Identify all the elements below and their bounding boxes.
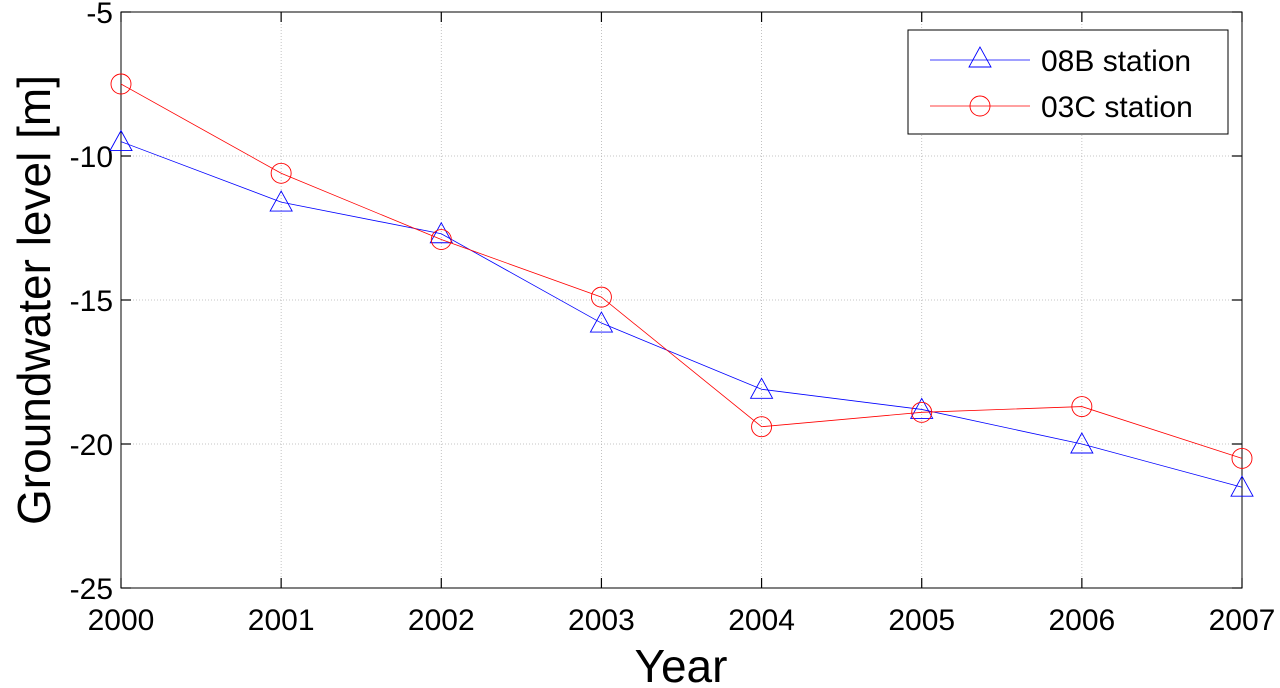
data-point-03c	[590, 286, 612, 308]
series-layer	[109, 73, 1254, 497]
data-point-08b	[909, 397, 934, 419]
legend: 08B station 03C station	[907, 29, 1229, 135]
x-axis-title: Year	[635, 640, 728, 688]
data-point-08b	[1070, 432, 1094, 454]
data-point-08b	[429, 221, 454, 244]
data-point-03c	[1231, 447, 1253, 469]
series-line-03c	[120, 83, 1243, 459]
legend-marker-triangle	[968, 46, 992, 68]
y-tick-label: -10	[70, 141, 113, 174]
series-line-08b	[120, 141, 1243, 488]
data-point-03c	[911, 401, 933, 423]
x-tick-label: 2001	[248, 604, 315, 637]
data-point-03c	[110, 73, 132, 95]
x-tick-label: 2002	[408, 604, 475, 637]
y-tick-label: -25	[70, 573, 113, 606]
series-08b	[109, 129, 1254, 497]
data-point-03c	[1071, 396, 1093, 418]
tick-marks	[120, 11, 1243, 589]
legend-item-03c: 03C station	[930, 91, 1193, 124]
data-point-08b	[109, 129, 133, 152]
data-point-03c	[751, 416, 773, 438]
series-03c	[110, 73, 1253, 469]
x-tick-label: 2003	[568, 604, 635, 637]
x-tick-label: 2005	[888, 604, 955, 637]
x-tick-label: 2000	[88, 604, 155, 637]
data-point-08b	[269, 190, 293, 212]
x-tick-label: 2006	[1048, 604, 1115, 637]
y-tick-label: -15	[70, 285, 113, 318]
data-point-03c	[430, 229, 452, 250]
legend-label-03c: 03C station	[1041, 91, 1193, 124]
x-tick-labels: 2000 2001 2002 2003 2004 2005 2006 2007	[88, 604, 1276, 637]
data-point-03c	[270, 162, 292, 184]
data-point-08b	[749, 377, 774, 399]
y-tick-label: -5	[86, 0, 113, 30]
x-tick-label: 2004	[728, 604, 795, 637]
legend-label-08b: 08B station	[1041, 45, 1191, 78]
data-point-08b	[1230, 475, 1254, 497]
x-tick-label: 2007	[1209, 604, 1276, 637]
data-point-08b	[589, 311, 614, 333]
legend-marker-circle	[969, 95, 991, 117]
y-tick-label: -20	[70, 429, 113, 462]
y-axis-title: Groundwater level [m]	[8, 75, 60, 525]
legend-item-08b: 08B station	[930, 45, 1191, 78]
y-tick-labels: -5 -10 -15 -20 -25	[70, 0, 113, 606]
legend-box	[907, 29, 1229, 135]
